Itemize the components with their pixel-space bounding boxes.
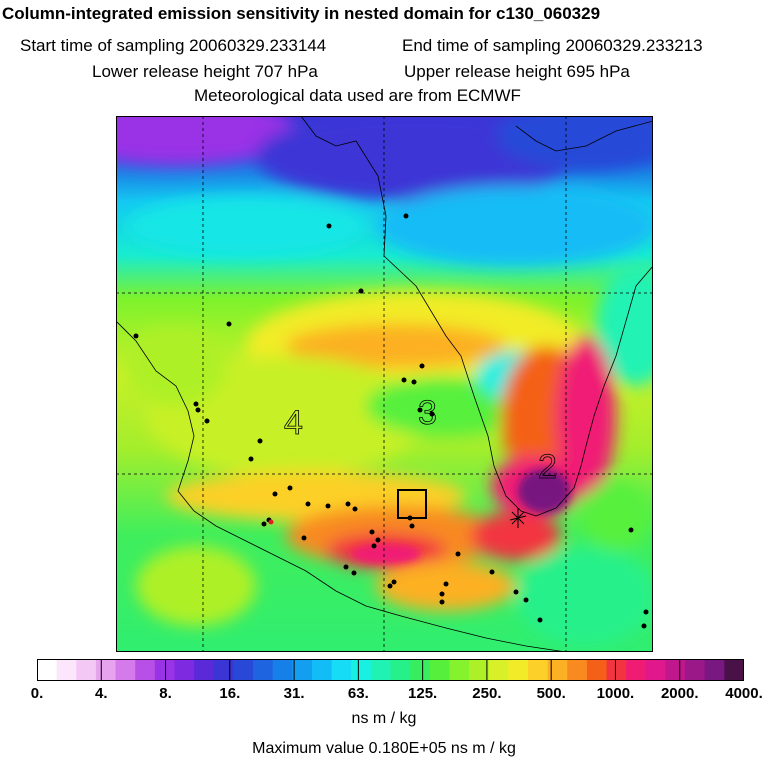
sample-points [133,213,649,629]
red-sample-point [268,519,274,525]
colorbar-tick-label: 125. [408,685,438,702]
colorbar-tick-label: 0. [30,685,44,702]
colorbar-tick-label: 16. [219,685,241,702]
colorbar-cell [586,659,608,681]
colorbar-cell [351,659,372,681]
colorbar-tick-label: 2000. [660,685,699,702]
colorbar-cell [665,659,686,681]
colorbar-units: ns m / kg [351,710,417,727]
colorbar-cell [606,659,627,681]
colorbar-tick-label: 31. [283,685,305,702]
colorbar [37,659,744,681]
colorbar-cell [213,659,234,681]
colorbar-tick-label: 1000. [596,685,635,702]
marker-2: 2 [538,448,557,486]
location-star [509,508,527,528]
coastlines [116,116,653,652]
colorbar-cell [724,659,744,681]
colorbar-cell [331,659,352,681]
upper-release-label: Upper release height 695 hPa [404,62,630,81]
colorbar-cell [115,659,136,681]
colorbar-cell [194,659,215,681]
plot-title: Column-integrated emission sensitivity i… [2,4,601,23]
sensitivity-field [116,116,653,646]
max-sensitivity-core [518,469,570,513]
sensitivity-map: 4 3 2 [116,116,653,652]
colorbar-cell [469,659,490,681]
colorbar-tick-label: 63. [347,685,369,702]
colorbar-tick-label: 500. [536,685,566,702]
colorbar-cell [547,659,568,681]
lower-release-label: Lower release height 707 hPa [92,62,318,81]
colorbar-cell [508,659,529,681]
colorbar-cell [135,659,156,681]
end-time-label: End time of sampling 20060329.233213 [402,36,703,55]
colorbar-cell [56,659,77,681]
colorbar-tick-label: 4. [95,685,108,702]
colorbar-cell [527,659,549,681]
colorbar-cell [704,659,725,681]
colorbar-cell [272,659,293,681]
colorbar-cell [253,659,274,681]
colorbar-cell [233,659,254,681]
release-box [397,489,427,519]
marker-4: 4 [284,404,303,442]
colorbar-cell [449,659,470,681]
colorbar-cell [370,659,391,681]
colorbar-tick-label: 4000. [725,685,763,702]
colorbar-cell [37,659,58,681]
met-data-label: Meteorological data used are from ECMWF [194,86,521,105]
colorbar-cell [567,659,588,681]
colorbar-cell [76,659,97,681]
colorbar-tick-label: 250. [472,685,502,702]
colorbar-cell [410,659,431,681]
colorbar-cell [390,659,411,681]
graticule [116,116,653,652]
colorbar-cell [685,659,706,681]
marker-3: 3 [418,394,437,432]
colorbar-cell [292,659,313,681]
start-time-label: Start time of sampling 20060329.233144 [20,36,327,55]
colorbar-cell [95,659,117,681]
colorbar-cell [311,659,333,681]
max-value-label: Maximum value 0.180E+05 ns m / kg [252,740,516,757]
colorbar-cell [488,659,509,681]
colorbar-cell [645,659,666,681]
colorbar-cell [626,659,647,681]
map-frame [116,116,653,652]
colorbar-tick-label: 8. [159,685,172,702]
colorbar-cell [429,659,450,681]
colorbar-cell [174,659,195,681]
colorbar-frame [37,659,744,681]
colorbar-cell [154,659,175,681]
